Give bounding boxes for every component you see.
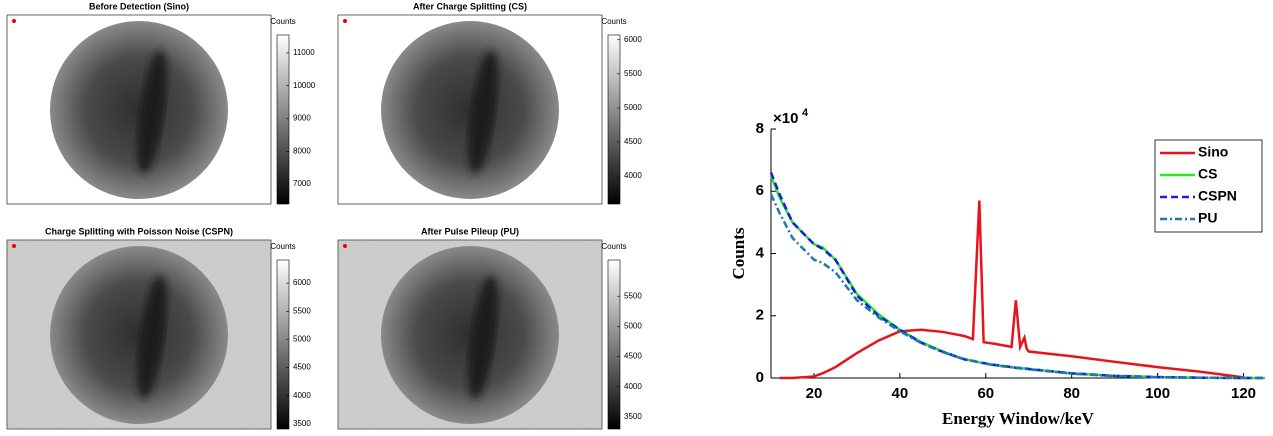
x-tick-label: 80 [1063, 385, 1080, 402]
panel-title: Charge Splitting with Poisson Noise (CSP… [45, 226, 233, 236]
phantom [50, 246, 228, 424]
legend-box [1154, 139, 1263, 233]
marker-dot [12, 244, 16, 248]
y-multiplier-exponent: 4 [802, 107, 809, 119]
series-line [779, 200, 1244, 380]
colorbar-tick-label: 4500 [293, 363, 311, 372]
marker-dot [343, 19, 347, 23]
colorbar-tick-label: 4500 [624, 352, 642, 361]
marker-dot [343, 244, 347, 248]
phantom [381, 246, 559, 424]
x-tick-label: 60 [977, 385, 994, 402]
colorbar-label: Counts [601, 17, 626, 26]
colorbar-label: Counts [270, 242, 295, 251]
colorbar-tick-label: 9000 [293, 114, 311, 123]
phantom-insert [137, 275, 167, 399]
panel-title: After Pulse Pileup (PU) [421, 226, 519, 236]
x-tick-label: 20 [806, 385, 823, 402]
colorbar-tick-label: 11000 [293, 48, 315, 57]
series-line [769, 193, 1265, 380]
y-axis-label: Counts [729, 227, 748, 279]
y-tick-label: 8 [756, 120, 764, 137]
colorbar-tick-label: 6000 [293, 278, 311, 287]
phantom-insert [468, 275, 498, 399]
colorbar-tick-label: 5000 [624, 103, 642, 112]
colorbar-tick-label: 5500 [293, 306, 311, 315]
phantom-insert [468, 50, 498, 174]
x-tick-label: 120 [1231, 385, 1256, 402]
colorbar-tick-label: 5500 [624, 291, 642, 300]
legend-label: Sino [1198, 144, 1228, 160]
x-tick-label: 100 [1145, 385, 1170, 402]
colorbar-tick-label: 5000 [293, 335, 311, 344]
phantom [50, 21, 228, 199]
colorbar-tick-label: 8000 [293, 146, 311, 155]
y-tick-label: 0 [756, 369, 764, 386]
y-tick-label: 6 [756, 182, 764, 199]
y-multiplier: ×10 [773, 110, 798, 127]
marker-dot [12, 19, 16, 23]
colorbar-label: Counts [601, 242, 626, 251]
colorbar-tick-label: 4500 [624, 137, 642, 146]
colorbar-tick-label: 7000 [293, 179, 311, 188]
panel-title: After Charge Splitting (CS) [413, 1, 527, 11]
y-tick-label: 2 [756, 307, 764, 324]
colorbar-tick-label: 4000 [624, 171, 642, 180]
panel-title: Before Detection (Sino) [89, 1, 189, 11]
colorbar [607, 34, 621, 205]
colorbar [607, 259, 621, 430]
phantom-insert [137, 50, 167, 174]
legend-label: CS [1198, 166, 1217, 182]
colorbar-tick-label: 4000 [293, 391, 311, 400]
colorbar-tick-label: 3500 [624, 412, 642, 421]
colorbar-tick-label: 3500 [293, 419, 311, 428]
y-tick-label: 4 [756, 244, 765, 261]
colorbar [276, 259, 290, 430]
x-axis-label: Energy Window/keV [942, 409, 1095, 428]
legend-label: CSPN [1198, 188, 1237, 204]
colorbar-tick-label: 10000 [293, 81, 316, 90]
colorbar-tick-label: 5000 [624, 322, 642, 331]
x-tick-label: 40 [892, 385, 909, 402]
colorbar-label: Counts [270, 17, 295, 26]
colorbar-tick-label: 6000 [624, 35, 642, 44]
colorbar [276, 34, 290, 205]
legend-label: PU [1198, 210, 1217, 226]
colorbar-tick-label: 5500 [624, 69, 642, 78]
colorbar-tick-label: 4000 [624, 382, 642, 391]
phantom [381, 21, 559, 199]
